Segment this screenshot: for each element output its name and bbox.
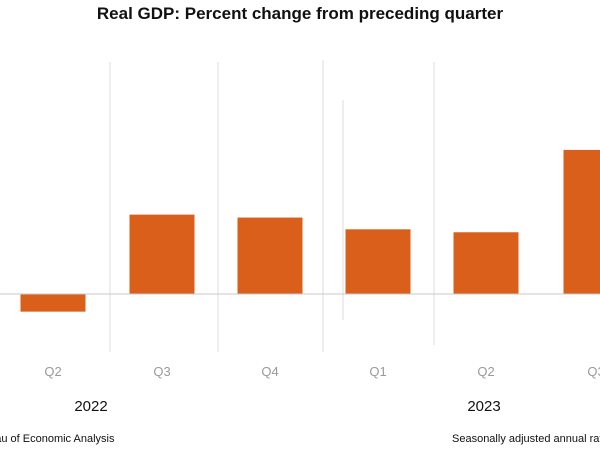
year-labels: 2022 2023 bbox=[74, 398, 500, 415]
tick-label: Q2 bbox=[477, 364, 494, 379]
source-note: Bureau of Economic Analysis bbox=[0, 433, 115, 445]
x-tick-labels: Q2 Q3 Q4 Q1 Q2 Q3 bbox=[44, 364, 600, 379]
year-label: 2023 bbox=[467, 398, 500, 415]
chart-title: Real GDP: Percent change from preceding … bbox=[96, 4, 504, 23]
tick-label: Q1 bbox=[369, 364, 386, 379]
rate-note: Seasonally adjusted annual rates bbox=[452, 433, 600, 445]
year-label: 2022 bbox=[74, 398, 107, 415]
quarter-separators bbox=[109, 60, 435, 352]
tick-label: Q3 bbox=[587, 364, 600, 379]
bars bbox=[20, 149, 600, 312]
bar-q4 bbox=[237, 217, 303, 294]
bar-q1 bbox=[345, 229, 411, 294]
tick-label: Q4 bbox=[261, 364, 278, 379]
tick-label: Q3 bbox=[153, 364, 170, 379]
bar-q3 bbox=[129, 214, 195, 294]
bar-q2 bbox=[453, 232, 519, 294]
bar-q3 bbox=[563, 149, 600, 294]
bar-q2 bbox=[20, 294, 86, 312]
tick-label: Q2 bbox=[44, 364, 61, 379]
